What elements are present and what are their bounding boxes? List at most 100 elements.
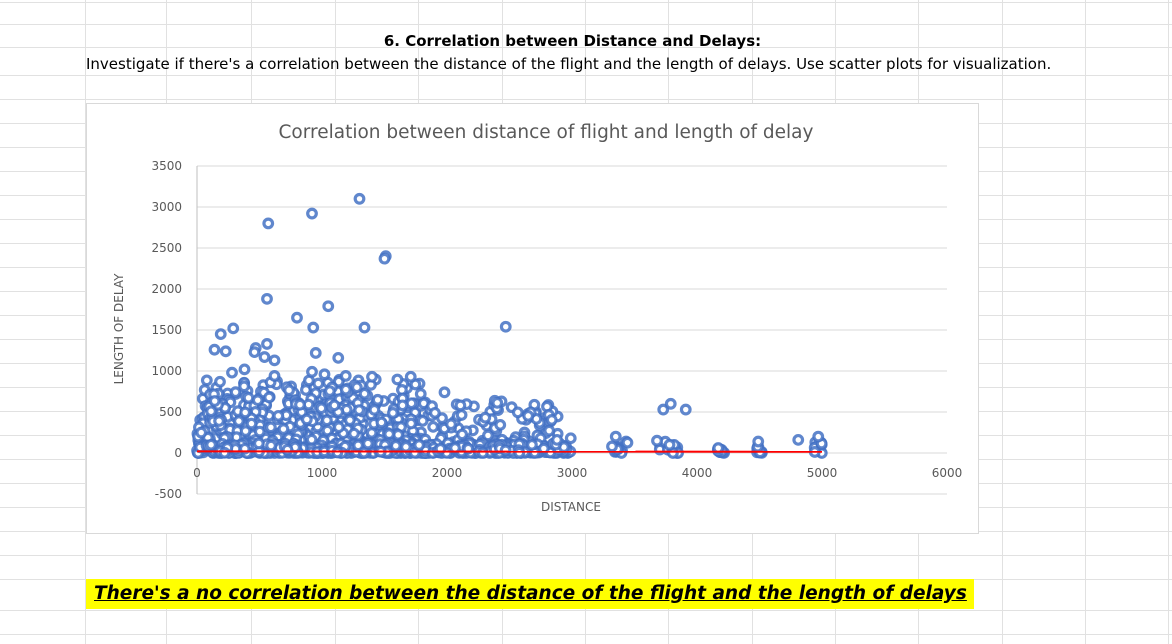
y-tick-label: 3000 — [151, 200, 182, 214]
data-point — [239, 406, 252, 419]
data-point — [214, 328, 227, 341]
data-point — [213, 415, 225, 427]
data-point — [551, 433, 563, 446]
data-point — [353, 404, 366, 417]
data-point — [331, 446, 344, 459]
data-point — [438, 386, 451, 399]
data-point — [752, 435, 765, 448]
data-point — [365, 426, 378, 439]
data-point — [226, 366, 238, 379]
data-point — [339, 370, 352, 382]
data-point — [368, 403, 381, 416]
y-tick-label: 500 — [159, 405, 182, 419]
x-tick-label: 0 — [193, 466, 201, 480]
data-point — [543, 424, 556, 437]
data-point — [358, 321, 371, 334]
data-point — [609, 430, 622, 443]
y-tick-label: 0 — [174, 446, 182, 460]
x-tick-label: 1000 — [307, 466, 338, 480]
data-point — [277, 423, 290, 435]
data-point — [261, 338, 273, 350]
data-point — [348, 427, 360, 440]
data-point — [350, 381, 363, 394]
data-point — [445, 418, 457, 431]
data-point — [245, 417, 258, 430]
data-point — [315, 402, 328, 415]
data-point — [371, 393, 384, 406]
data-point — [307, 321, 320, 334]
data-point — [358, 446, 370, 459]
data-point — [262, 217, 275, 230]
chart-title: Correlation between distance of flight a… — [279, 122, 814, 143]
scatter-points — [191, 192, 828, 459]
data-point — [383, 428, 396, 441]
data-point — [522, 409, 535, 422]
data-point — [320, 414, 333, 427]
data-point — [405, 397, 418, 410]
data-point — [268, 370, 281, 382]
y-axis-label: LENGTH OF DELAY — [112, 273, 126, 385]
data-point — [294, 398, 306, 411]
data-point — [358, 387, 371, 400]
data-point — [264, 421, 277, 434]
x-tick-label: 4000 — [682, 466, 713, 480]
data-point — [238, 363, 251, 376]
data-point — [389, 439, 402, 452]
data-point — [261, 292, 273, 305]
y-tick-label: 3500 — [151, 159, 182, 173]
data-point — [208, 395, 221, 407]
data-point — [291, 311, 303, 324]
data-point — [318, 368, 331, 381]
data-point — [428, 406, 441, 419]
sheet-heading: 6. Correlation between Distance and Dela… — [383, 32, 762, 50]
data-point — [413, 439, 426, 451]
conclusion-text: There's a no correlation between the dis… — [94, 583, 967, 604]
data-point — [229, 386, 242, 399]
data-point — [218, 446, 231, 459]
data-point — [258, 351, 271, 363]
data-point — [663, 438, 676, 451]
scatter-chart[interactable]: 0 1000 2000 3000 4000 5000 6000 -500 0 500 1000 15… — [86, 103, 979, 534]
data-point — [252, 437, 265, 450]
data-point — [353, 192, 366, 205]
data-point — [227, 322, 240, 335]
data-point — [219, 345, 232, 358]
data-point — [306, 365, 318, 378]
sheet-subheading: Investigate if there's a correlation bet… — [86, 55, 1052, 73]
data-point — [454, 399, 467, 412]
data-point — [366, 370, 378, 383]
data-point — [476, 446, 489, 459]
data-point — [265, 439, 277, 452]
data-point — [322, 300, 335, 313]
data-point — [400, 440, 412, 453]
data-point — [396, 399, 409, 412]
data-point — [328, 399, 341, 412]
x-tick-label: 6000 — [932, 466, 963, 480]
y-tick-label: 2500 — [151, 241, 182, 255]
data-point — [526, 438, 538, 451]
data-point — [362, 437, 374, 450]
data-point — [606, 440, 618, 453]
data-point — [427, 420, 440, 433]
y-tick-label: 1500 — [151, 323, 182, 337]
data-point — [309, 347, 322, 359]
data-point — [812, 430, 825, 443]
chart-canvas: 0 1000 2000 3000 4000 5000 6000 -500 0 500 1000 15… — [112, 122, 962, 514]
data-point — [195, 426, 208, 439]
data-point — [391, 373, 404, 386]
data-point — [323, 385, 336, 398]
data-point — [651, 434, 663, 447]
data-point — [621, 436, 634, 449]
y-tick-labels: -500 0 500 1000 1500 2000 2500 3000 3500 — [151, 159, 182, 501]
x-tick-label: 3000 — [557, 466, 588, 480]
data-point — [375, 416, 388, 429]
data-point — [253, 425, 266, 438]
data-point — [312, 377, 325, 390]
data-point — [416, 414, 429, 427]
x-tick-labels: 0 1000 2000 3000 4000 5000 6000 — [193, 466, 962, 480]
data-point — [232, 415, 245, 428]
y-tick-label: 2000 — [151, 282, 182, 296]
data-point — [499, 444, 512, 457]
data-point — [332, 351, 345, 364]
data-point — [378, 252, 391, 265]
